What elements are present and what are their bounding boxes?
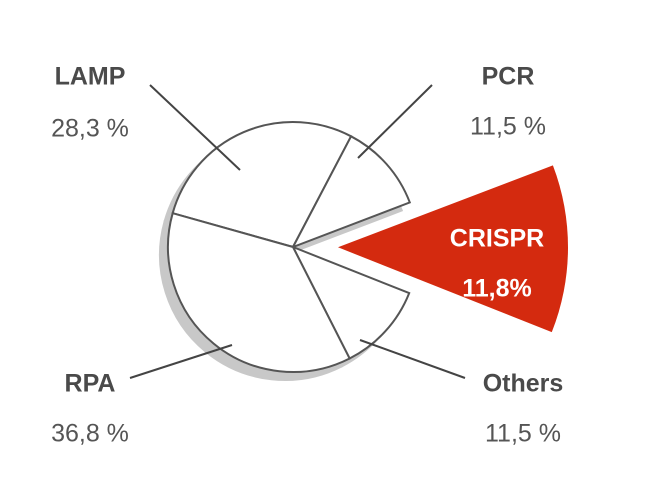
slice bbox=[290, 134, 412, 249]
slice bbox=[337, 165, 568, 333]
value-label: 11,5 % bbox=[470, 113, 546, 141]
leader-line bbox=[129, 344, 233, 379]
leader-line bbox=[149, 84, 241, 171]
value-label: 11,8% bbox=[462, 275, 532, 303]
value-label: 36,8 % bbox=[51, 420, 129, 448]
slice-label: PCR bbox=[482, 63, 535, 91]
leader-line bbox=[357, 84, 433, 159]
slice-label: LAMP bbox=[55, 63, 126, 91]
slice bbox=[290, 245, 411, 360]
leader-line bbox=[359, 339, 466, 379]
slice-label: Others bbox=[483, 370, 564, 398]
value-label: 28,3 % bbox=[51, 115, 129, 143]
slice-label: CRISPR bbox=[450, 225, 544, 253]
slice bbox=[167, 211, 351, 373]
slice-label: RPA bbox=[65, 370, 116, 398]
slice bbox=[171, 121, 353, 249]
value-label: 11,5 % bbox=[485, 420, 561, 448]
